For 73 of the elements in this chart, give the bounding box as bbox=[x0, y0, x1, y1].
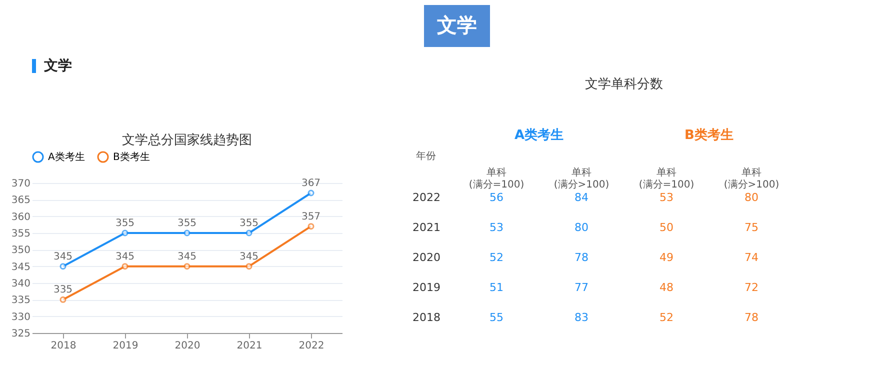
point bbox=[60, 263, 66, 270]
y-tick-label: 350 bbox=[11, 245, 30, 256]
text: A类考生 bbox=[514, 128, 564, 143]
text: B类考生 bbox=[684, 128, 734, 143]
y-tick-label: 325 bbox=[11, 328, 30, 340]
x-tick-label: 2022 bbox=[298, 340, 324, 352]
point bbox=[184, 230, 190, 236]
data-label: 72 bbox=[744, 281, 758, 294]
y-tick-label: 2019 bbox=[412, 281, 440, 294]
data-label: 52 bbox=[490, 251, 504, 264]
y-tick-label: 2018 bbox=[412, 311, 440, 324]
point bbox=[308, 190, 314, 196]
text: 年份 bbox=[416, 150, 436, 162]
data-label: 84 bbox=[574, 191, 588, 204]
data-label: 55 bbox=[490, 311, 504, 324]
data-label: 80 bbox=[744, 191, 758, 204]
point bbox=[184, 263, 190, 270]
data-label: 49 bbox=[660, 251, 674, 264]
data-label: 335 bbox=[53, 284, 73, 296]
y-tick-label: 2021 bbox=[412, 221, 440, 234]
data-label: 357 bbox=[301, 211, 321, 222]
y-tick-label: 330 bbox=[11, 312, 30, 323]
legend-label: A类考生 bbox=[48, 151, 85, 163]
x-tick-label: 2021 bbox=[236, 340, 262, 352]
data-label: 51 bbox=[490, 281, 504, 294]
text: 文学 bbox=[43, 57, 72, 74]
x-tick-label: 2019 bbox=[112, 340, 138, 352]
y-tick-label: 340 bbox=[11, 278, 30, 290]
data-label: 355 bbox=[239, 218, 259, 229]
y-tick-label: 335 bbox=[11, 295, 30, 306]
legend-label: B类考生 bbox=[113, 151, 150, 163]
y-tick-label: 355 bbox=[11, 228, 30, 240]
point bbox=[122, 230, 128, 236]
data-label: 345 bbox=[115, 251, 135, 262]
point bbox=[122, 263, 128, 270]
point bbox=[60, 296, 66, 303]
data-label: 53 bbox=[660, 191, 674, 204]
y-tick-label: 2020 bbox=[412, 251, 440, 264]
chart-title: 文学总分国家线趋势图 bbox=[122, 132, 252, 148]
data-label: 53 bbox=[490, 221, 504, 234]
y-tick-label: 370 bbox=[11, 178, 30, 190]
data-label: 83 bbox=[574, 311, 588, 324]
x-tick-label: 单科 (满分>100) bbox=[554, 166, 610, 190]
point bbox=[246, 263, 252, 270]
x-tick-label: 单科 (满分=100) bbox=[468, 166, 524, 190]
data-label: 80 bbox=[574, 221, 588, 234]
text: 文学 bbox=[436, 13, 477, 37]
data-label: 345 bbox=[239, 251, 259, 262]
data-label: 78 bbox=[744, 311, 758, 324]
point bbox=[308, 223, 314, 230]
data-label: 345 bbox=[177, 251, 197, 262]
data-label: 75 bbox=[744, 221, 758, 234]
data-label: 345 bbox=[53, 251, 73, 262]
point bbox=[246, 230, 252, 236]
chart-title: 文学单科分数 bbox=[585, 77, 663, 92]
data-label: 367 bbox=[301, 178, 321, 189]
x-tick-label: 单科 (满分=100) bbox=[638, 166, 694, 190]
x-tick-label: 2018 bbox=[50, 340, 76, 352]
x-tick-label: 单科 (满分>100) bbox=[724, 166, 780, 190]
data-label: 56 bbox=[490, 191, 504, 204]
data-label: 355 bbox=[115, 218, 135, 229]
y-tick-label: 2022 bbox=[412, 191, 440, 204]
y-tick-label: 360 bbox=[11, 212, 30, 223]
data-label: 74 bbox=[744, 251, 758, 264]
x-tick-label: 2020 bbox=[174, 340, 200, 352]
data-label: 78 bbox=[574, 251, 588, 264]
data-label: 48 bbox=[660, 281, 674, 294]
data-label: 50 bbox=[660, 221, 674, 234]
data-label: 52 bbox=[660, 311, 674, 324]
data-label: 355 bbox=[177, 218, 197, 229]
data-label: 77 bbox=[574, 281, 588, 294]
y-tick-label: 345 bbox=[11, 262, 30, 273]
y-tick-label: 365 bbox=[11, 195, 30, 206]
